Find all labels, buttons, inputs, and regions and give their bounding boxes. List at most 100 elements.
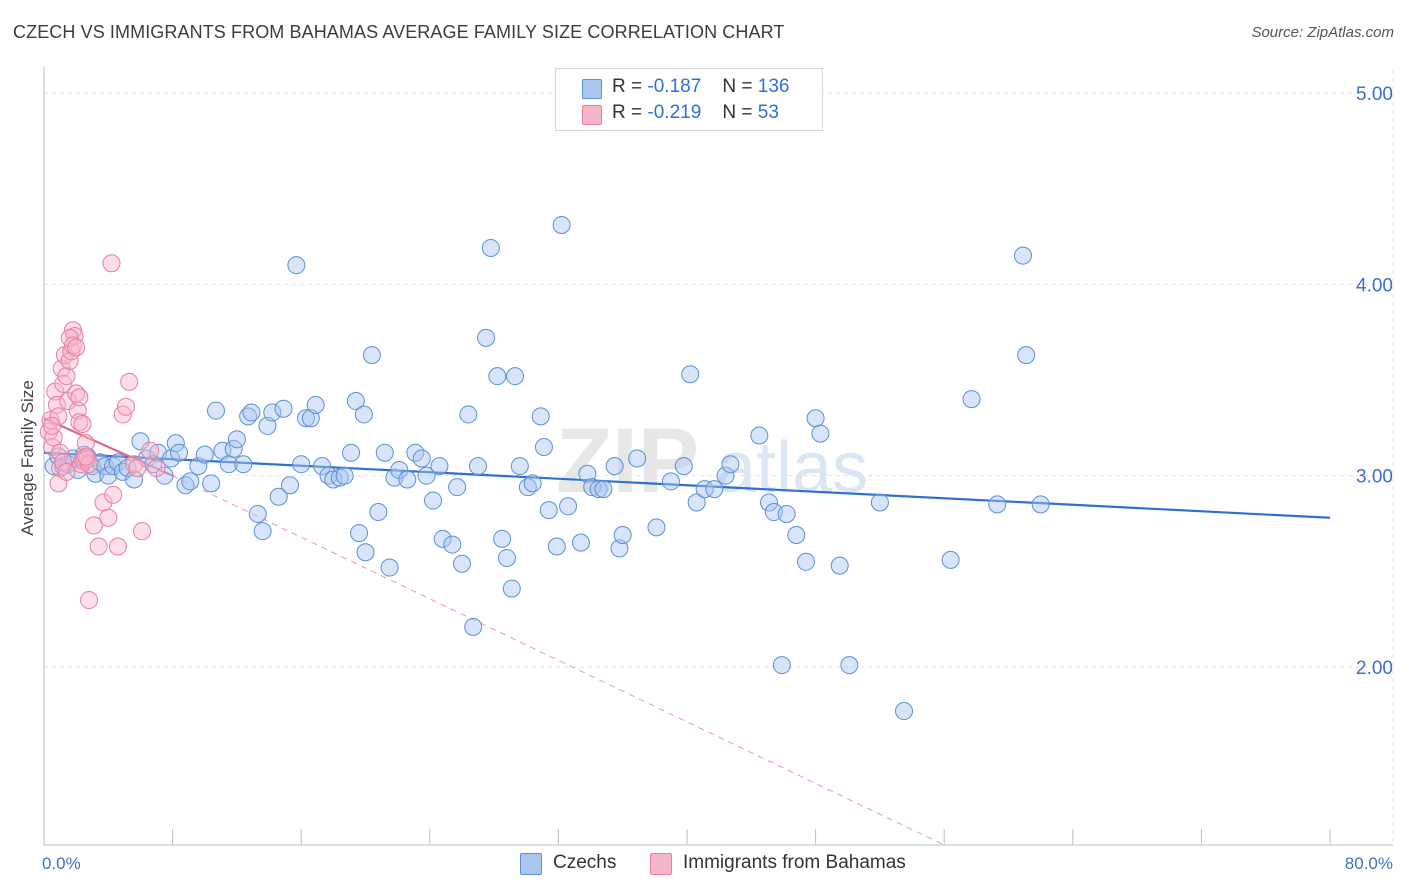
czechs-point — [99, 466, 118, 485]
czechs-point — [452, 554, 471, 573]
bahamas-point — [70, 388, 89, 407]
czechs-point — [362, 346, 381, 365]
y-tick-label: 5.00 — [1356, 84, 1393, 105]
czechs-point — [610, 539, 629, 558]
bahamas-swatch — [582, 105, 602, 125]
bahamas-point — [147, 459, 166, 478]
czechs-points — [44, 216, 1050, 721]
czechs-point — [181, 472, 200, 491]
czechs-n-value: 136 — [757, 76, 790, 97]
bahamas-point — [47, 395, 66, 414]
czechs-point — [424, 491, 443, 510]
bahamas-point — [76, 434, 95, 453]
bahamas-point — [116, 397, 135, 416]
bahamas-point — [63, 336, 82, 355]
axes — [43, 67, 1393, 846]
czechs-point — [306, 395, 325, 414]
czechs-point — [594, 480, 613, 499]
legend-bahamas-label: Immigrants from Bahamas — [683, 852, 906, 873]
y-tick-label: 2.00 — [1356, 658, 1393, 679]
czechs-point — [750, 426, 769, 445]
czechs-point — [430, 457, 449, 476]
bahamas-r-label: R = — [612, 102, 643, 123]
bahamas-point — [141, 441, 160, 460]
bahamas-point — [89, 537, 108, 556]
czechs-point — [759, 493, 778, 512]
czechs-point — [274, 399, 293, 418]
czechs-point — [534, 437, 553, 456]
bahamas-point — [39, 422, 58, 441]
czechs-r-value: -0.187 — [647, 76, 702, 97]
czechs-point — [1017, 346, 1036, 365]
czechs-point — [433, 529, 452, 548]
czechs-trend-line — [43, 451, 1331, 519]
czechs-point — [412, 449, 431, 468]
bahamas-point — [133, 522, 152, 541]
czechs-point — [301, 409, 320, 428]
czechs-point — [497, 548, 516, 567]
bahamas-point — [44, 428, 63, 447]
czechs-point — [448, 478, 467, 497]
czechs-point — [796, 552, 815, 571]
czechs-point — [335, 466, 354, 485]
stats-box: R = -0.187 N = 136 R = -0.219 N = 53 — [555, 68, 823, 131]
czechs-point — [605, 457, 624, 476]
legend-czechs-label: Czechs — [553, 852, 617, 873]
czechs-point — [811, 424, 830, 443]
czechs-point — [202, 474, 221, 493]
czechs-point — [227, 430, 246, 449]
y-tick-label: 3.00 — [1356, 467, 1393, 488]
czechs-point — [459, 405, 478, 424]
czechs-point — [895, 702, 914, 721]
czechs-point — [674, 457, 693, 476]
czechs-point — [253, 522, 272, 541]
czechs-point — [375, 443, 394, 462]
czechs-point — [806, 409, 825, 428]
czechs-point — [477, 328, 496, 347]
czechs-point — [242, 403, 261, 422]
bahamas-point — [102, 254, 121, 273]
bahamas-point — [84, 516, 103, 535]
y-tick-label: 4.00 — [1356, 275, 1393, 296]
czechs-point — [571, 533, 590, 552]
czechs-point — [787, 526, 806, 544]
czechs-point — [258, 416, 277, 435]
czechs-point — [380, 558, 399, 577]
czechs-point — [559, 497, 578, 516]
czechs-point — [721, 455, 740, 474]
czechs-point — [346, 392, 365, 411]
czechs-r-label: R = — [612, 76, 643, 97]
czechs-point — [681, 365, 700, 384]
watermark-atlas: atlas — [716, 428, 868, 508]
czechs-point — [269, 487, 288, 506]
czechs-point — [189, 457, 208, 476]
czechs-point — [687, 493, 706, 512]
czechs-point — [166, 434, 185, 453]
czechs-point — [962, 390, 981, 409]
czechs-point — [481, 238, 500, 257]
czechs-point — [941, 550, 960, 569]
bahamas-r-value: -0.219 — [647, 102, 702, 123]
czechs-point — [464, 617, 483, 636]
czechs-point — [539, 501, 558, 520]
czechs-point — [777, 504, 796, 523]
czechs-point — [510, 457, 529, 476]
czechs-point — [170, 443, 189, 462]
bahamas-point — [68, 401, 87, 420]
czechs-point — [248, 504, 267, 523]
x-tick-label-max: 80.0% — [1345, 854, 1393, 873]
czechs-point — [505, 367, 524, 386]
legend-bahamas-swatch — [650, 853, 672, 875]
bahamas-n-label: N = — [722, 102, 753, 123]
czechs-point — [488, 367, 507, 386]
czechs-point — [292, 455, 311, 474]
czechs-point — [647, 518, 666, 537]
czechs-point — [870, 493, 889, 512]
bahamas-point — [57, 367, 76, 386]
bahamas-point — [104, 485, 123, 504]
czechs-point — [207, 401, 226, 420]
source-label: Source: ZipAtlas.com — [1251, 24, 1394, 41]
czechs-point — [523, 474, 542, 493]
czechs-point — [552, 216, 571, 234]
